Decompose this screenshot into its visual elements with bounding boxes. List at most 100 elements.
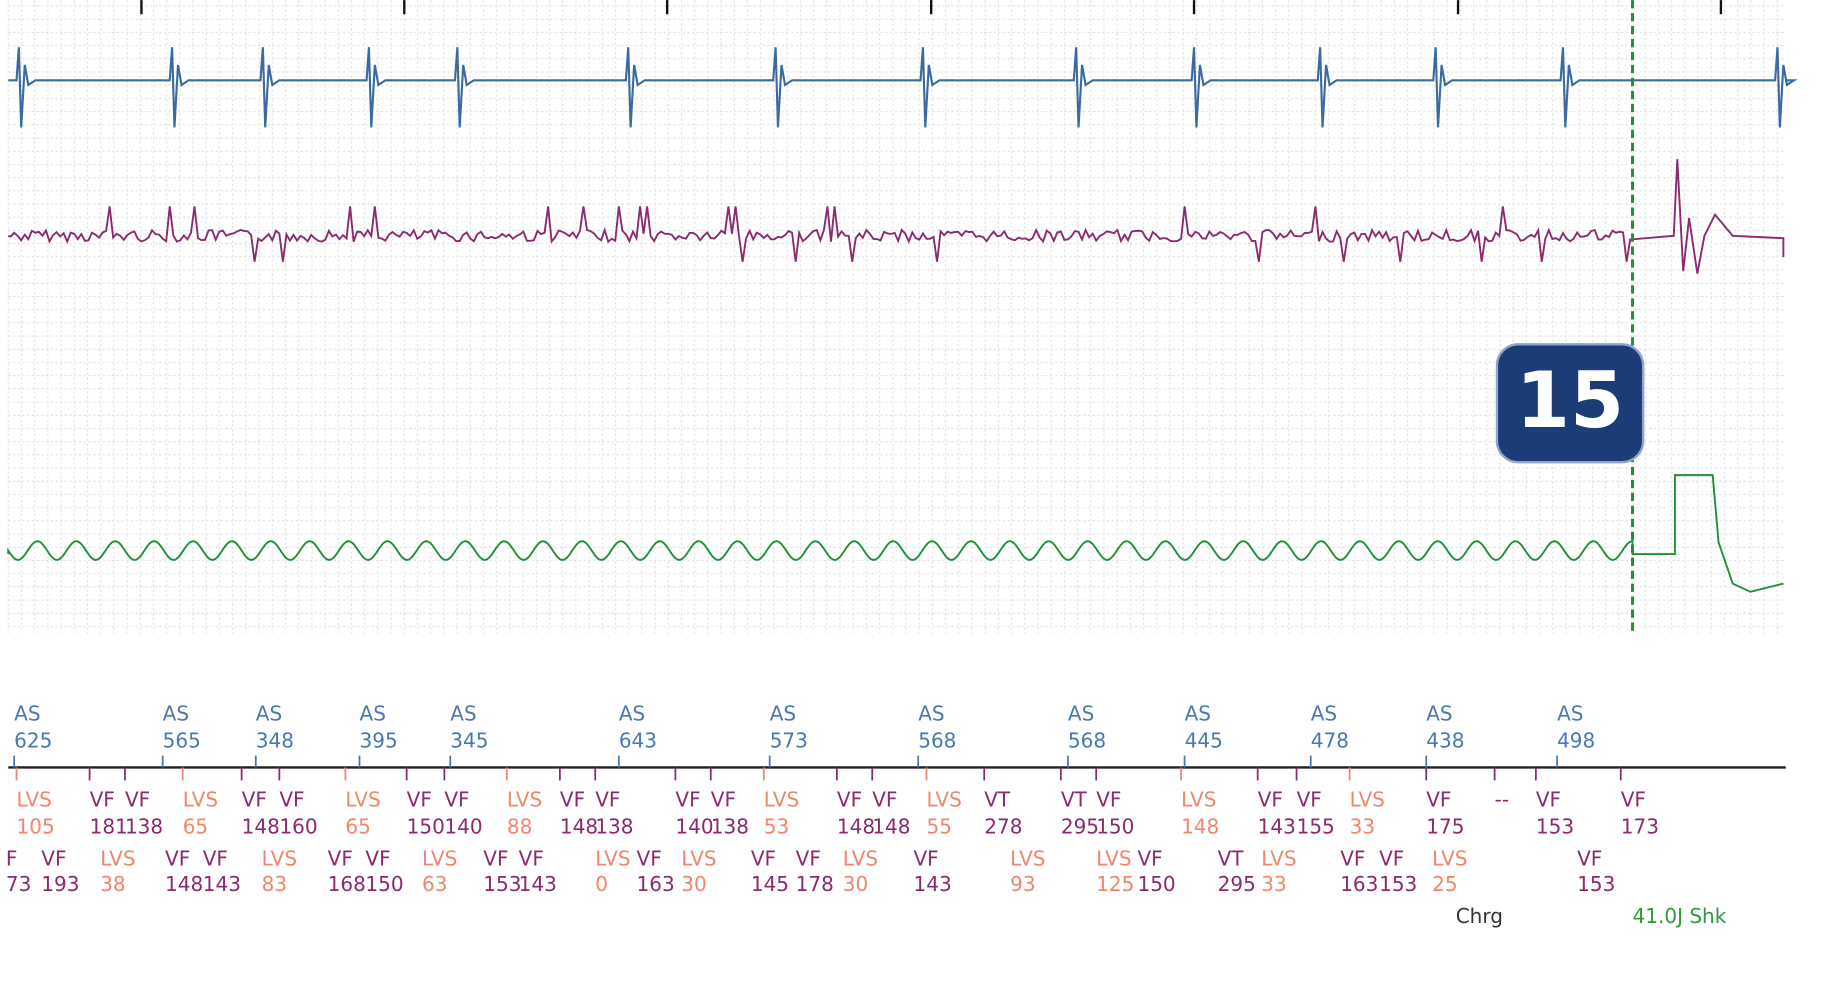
marker-label: AS bbox=[1068, 701, 1094, 725]
marker-interval: 168 bbox=[328, 872, 366, 896]
marker-interval: 33 bbox=[1350, 814, 1375, 838]
marker-interval: 143 bbox=[203, 872, 241, 896]
marker-label: LVS bbox=[764, 787, 799, 811]
marker-label: LVS bbox=[681, 846, 716, 870]
marker-interval: 345 bbox=[450, 728, 488, 752]
marker-label: VF bbox=[125, 787, 150, 811]
charge-label: Chrg bbox=[1456, 904, 1503, 928]
marker-interval: 143 bbox=[1258, 814, 1296, 838]
marker-interval: 153 bbox=[1536, 814, 1574, 838]
channel-3-trace bbox=[7, 474, 1784, 593]
marker-interval: 140 bbox=[675, 814, 713, 838]
marker-label: VF bbox=[242, 787, 267, 811]
marker-interval: 478 bbox=[1311, 728, 1349, 752]
marker-interval: 150 bbox=[407, 814, 445, 838]
marker-label: VF bbox=[444, 787, 469, 811]
marker-label: AS bbox=[619, 701, 645, 725]
marker-interval: 30 bbox=[843, 872, 868, 896]
marker-label: VF bbox=[203, 846, 228, 870]
marker-interval: 163 bbox=[637, 872, 675, 896]
marker-label: LVS bbox=[507, 787, 542, 811]
marker-interval: 148 bbox=[560, 814, 598, 838]
marker-label: AS bbox=[1185, 701, 1211, 725]
marker-interval: 395 bbox=[360, 728, 398, 752]
marker-label: VF bbox=[675, 787, 700, 811]
shock-label: 41.0J Shk bbox=[1633, 904, 1727, 928]
marker-interval: 145 bbox=[751, 872, 789, 896]
marker-label: VF bbox=[711, 787, 736, 811]
marker-interval: 65 bbox=[345, 814, 370, 838]
marker-interval: 148 bbox=[242, 814, 280, 838]
marker-label: LVS bbox=[595, 846, 630, 870]
marker-label: AS bbox=[256, 701, 282, 725]
marker-interval: 143 bbox=[914, 872, 952, 896]
marker-label: LVS bbox=[1261, 846, 1296, 870]
marker-label: VF bbox=[637, 846, 662, 870]
marker-label: VF bbox=[1096, 787, 1121, 811]
channel-1-trace bbox=[8, 47, 1798, 128]
marker-interval: 150 bbox=[1137, 872, 1175, 896]
marker-label: LVS bbox=[1096, 846, 1131, 870]
marker-label: VF bbox=[279, 787, 304, 811]
marker-interval: 63 bbox=[422, 872, 447, 896]
marker-interval: 125 bbox=[1096, 872, 1134, 896]
marker-interval: 140 bbox=[444, 814, 482, 838]
marker-label: VF bbox=[1379, 846, 1404, 870]
marker-interval: 498 bbox=[1557, 728, 1595, 752]
episode-badge: 15 bbox=[1495, 343, 1645, 464]
marker-interval: 568 bbox=[1068, 728, 1106, 752]
marker-label: AS bbox=[14, 701, 40, 725]
marker-label: AS bbox=[918, 701, 944, 725]
marker-label: VF bbox=[483, 846, 508, 870]
markers: AS 625 AS 565 AS 348 AS 395 AS 345 AS 643 AS 573 AS 568… bbox=[6, 701, 1659, 896]
marker-interval: 295 bbox=[1061, 814, 1099, 838]
marker-interval: 178 bbox=[796, 872, 834, 896]
marker-interval: 143 bbox=[519, 872, 557, 896]
marker-interval: 643 bbox=[619, 728, 657, 752]
marker-interval: 193 bbox=[41, 872, 79, 896]
marker-interval: 573 bbox=[770, 728, 808, 752]
marker-interval: 65 bbox=[183, 814, 208, 838]
marker-interval: 88 bbox=[507, 814, 532, 838]
marker-label: VF bbox=[595, 787, 620, 811]
marker-interval: 55 bbox=[926, 814, 951, 838]
marker-label: AS bbox=[770, 701, 796, 725]
marker-label: VF bbox=[519, 846, 544, 870]
marker-label: VF bbox=[1297, 787, 1322, 811]
marker-interval: 150 bbox=[1096, 814, 1134, 838]
marker-interval: 148 bbox=[1181, 814, 1219, 838]
marker-label: LVS bbox=[262, 846, 297, 870]
marker-label: LVS bbox=[17, 787, 52, 811]
marker-interval: 148 bbox=[165, 872, 203, 896]
marker-label: VF bbox=[407, 787, 432, 811]
marker-interval: 625 bbox=[14, 728, 52, 752]
marker-label: VF bbox=[1536, 787, 1561, 811]
marker-interval: 30 bbox=[681, 872, 706, 896]
marker-interval: 173 bbox=[1621, 814, 1659, 838]
marker-label: VF bbox=[1577, 846, 1602, 870]
marker-interval: 93 bbox=[1010, 872, 1035, 896]
marker-label: VF bbox=[1340, 846, 1365, 870]
marker-interval: 153 bbox=[483, 872, 521, 896]
marker-interval: 38 bbox=[100, 872, 125, 896]
channel-2-trace bbox=[7, 159, 1785, 274]
marker-label: AS bbox=[163, 701, 189, 725]
marker-label: VF bbox=[560, 787, 585, 811]
marker-label: LVS bbox=[100, 846, 135, 870]
marker-interval: 160 bbox=[279, 814, 317, 838]
marker-label: VF bbox=[1621, 787, 1646, 811]
marker-label: F bbox=[6, 846, 18, 870]
marker-interval: 0 bbox=[595, 872, 608, 896]
marker-label: VF bbox=[41, 846, 66, 870]
marker-label: LVS bbox=[422, 846, 457, 870]
marker-interval: 73 bbox=[6, 872, 31, 896]
marker-label: AS bbox=[1311, 701, 1337, 725]
marker-interval: 148 bbox=[837, 814, 875, 838]
marker-label: LVS bbox=[345, 787, 380, 811]
marker-interval: 181 bbox=[90, 814, 128, 838]
marker-label: LVS bbox=[1010, 846, 1045, 870]
marker-label: AS bbox=[1426, 701, 1452, 725]
marker-interval: 105 bbox=[17, 814, 55, 838]
marker-label: VF bbox=[872, 787, 897, 811]
